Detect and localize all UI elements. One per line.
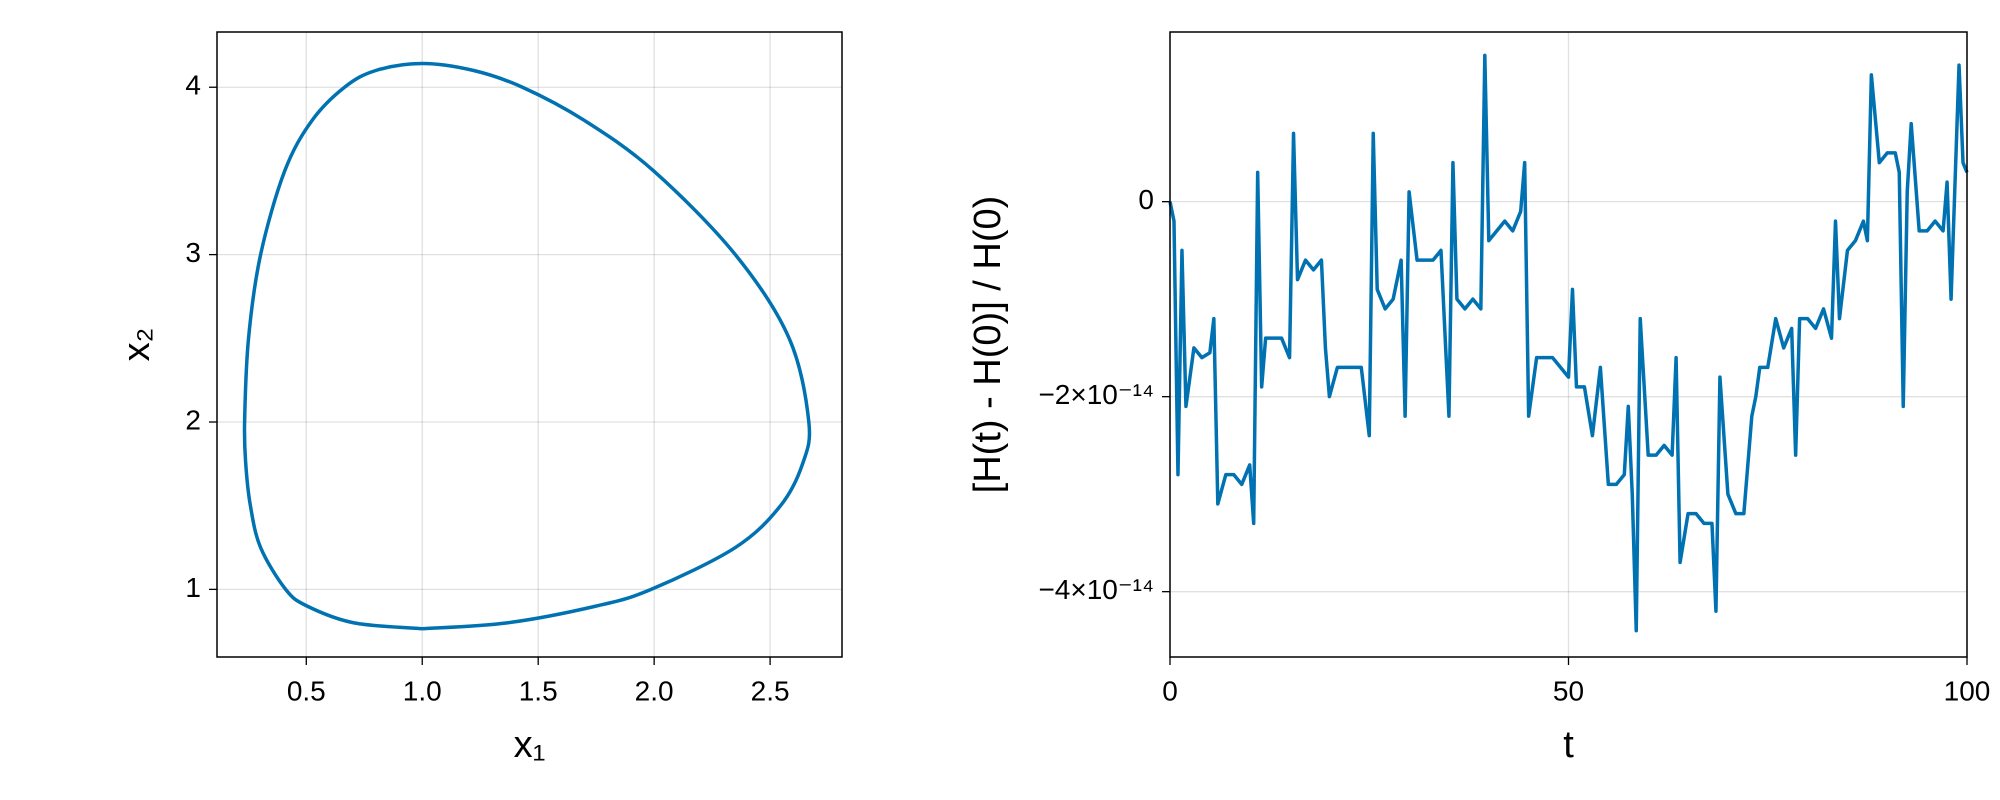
y-tick-label: 2	[185, 404, 201, 435]
x-axis-label: x₁	[514, 724, 546, 766]
x-tick-label: 0	[1162, 675, 1178, 706]
y-tick-label: 1	[185, 572, 201, 603]
y-axis-label: [H(t) - H(0)] / H(0)	[967, 196, 1009, 494]
x-tick-label: 2.5	[751, 675, 790, 706]
y-tick-label: −2×10⁻¹⁴	[1038, 379, 1154, 410]
x-tick-label: 2.0	[635, 675, 674, 706]
x-tick-label: 100	[1944, 675, 1991, 706]
x-tick-label: 50	[1553, 675, 1584, 706]
x-tick-label: 1.5	[519, 675, 558, 706]
y-tick-label: 0	[1138, 184, 1154, 215]
y-tick-label: −4×10⁻¹⁴	[1038, 574, 1154, 605]
plot-frame	[1169, 31, 1968, 658]
y-tick-label: 3	[185, 237, 201, 268]
x-axis-label: t	[1563, 724, 1574, 766]
data-line	[242, 61, 812, 631]
y-axis-label: x₂	[116, 328, 158, 362]
y-tick-label: 4	[185, 70, 201, 101]
plot-frame	[216, 31, 843, 658]
data-line	[1168, 53, 1969, 633]
x-tick-label: 0.5	[287, 675, 326, 706]
x-tick-label: 1.0	[403, 675, 442, 706]
